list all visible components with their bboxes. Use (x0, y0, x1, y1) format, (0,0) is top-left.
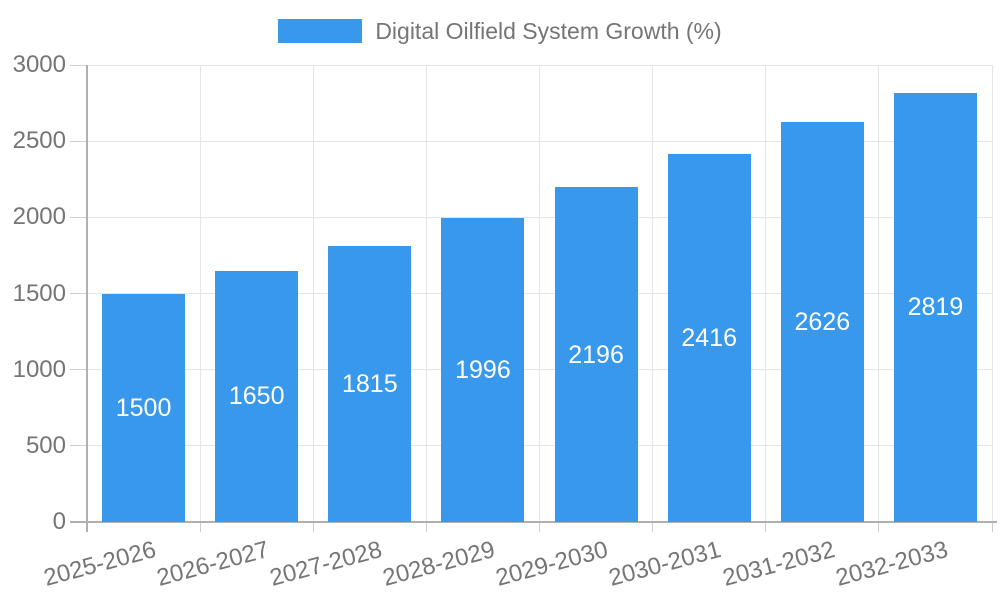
bar (554, 187, 638, 522)
gridline-vertical (878, 65, 880, 522)
bar-value-label: 2196 (568, 340, 624, 369)
x-tick-label: 2027-2028 (266, 536, 385, 592)
y-tick-label: 2000 (12, 203, 66, 231)
gridline-vertical (199, 65, 201, 522)
legend-label: Digital Oilfield System Growth (%) (375, 17, 722, 44)
x-axis-tick (425, 522, 427, 532)
x-tick-label: 2032-2033 (832, 536, 951, 592)
x-tick-label: 2025-2026 (40, 536, 159, 592)
y-tick-label: 0 (52, 508, 66, 535)
x-tick-label: 2029-2030 (493, 536, 612, 592)
gridline-vertical (991, 65, 993, 522)
gridline-vertical (312, 65, 314, 522)
x-axis-tick (765, 522, 767, 532)
y-tick-label: 1000 (12, 355, 66, 383)
y-tick-label: 500 (25, 431, 66, 459)
gridline-vertical (539, 65, 540, 522)
bar-value-label: 1996 (455, 355, 511, 384)
y-tick-label: 3000 (12, 51, 66, 78)
chart-legend: Digital Oilfield System Growth (%) (0, 17, 1000, 45)
x-axis-tick (199, 522, 201, 532)
bar-value-label: 1500 (115, 393, 172, 422)
gridline-vertical (425, 65, 427, 522)
y-axis-tick (70, 445, 87, 447)
y-tick-label: 1500 (12, 279, 66, 307)
gridline-vertical (652, 65, 654, 522)
x-axis-tick (312, 522, 314, 532)
bar (328, 245, 412, 522)
y-axis-tick (70, 216, 87, 218)
bar-value-label: 1815 (342, 369, 398, 398)
x-axis-tick (878, 522, 880, 532)
bar-value-label: 2626 (794, 307, 851, 336)
bar-value-label: 2416 (681, 323, 737, 352)
x-tick-label: 2031-2032 (719, 536, 838, 592)
bar-value-label: 1650 (228, 382, 285, 411)
x-axis-tick (539, 522, 540, 532)
y-axis-tick (70, 64, 87, 66)
y-tick-label: 2500 (12, 127, 66, 155)
y-axis-tick (70, 293, 87, 294)
gridline-vertical (765, 65, 767, 522)
bar (441, 217, 525, 522)
bar (780, 121, 864, 522)
y-axis-tick (70, 140, 87, 142)
bar (102, 293, 186, 522)
y-axis-line (86, 65, 88, 532)
bar-value-label: 2819 (907, 293, 964, 322)
bar (667, 153, 751, 522)
legend-swatch (278, 19, 363, 43)
x-axis-tick (652, 522, 654, 532)
x-axis-tick (991, 522, 993, 532)
bar (215, 270, 299, 522)
x-tick-label: 2030-2031 (606, 536, 725, 592)
x-tick-label: 2026-2027 (153, 536, 272, 592)
bar (893, 92, 977, 522)
x-tick-label: 2028-2029 (380, 536, 498, 592)
y-axis-tick (70, 369, 87, 371)
x-axis-line (70, 521, 997, 523)
